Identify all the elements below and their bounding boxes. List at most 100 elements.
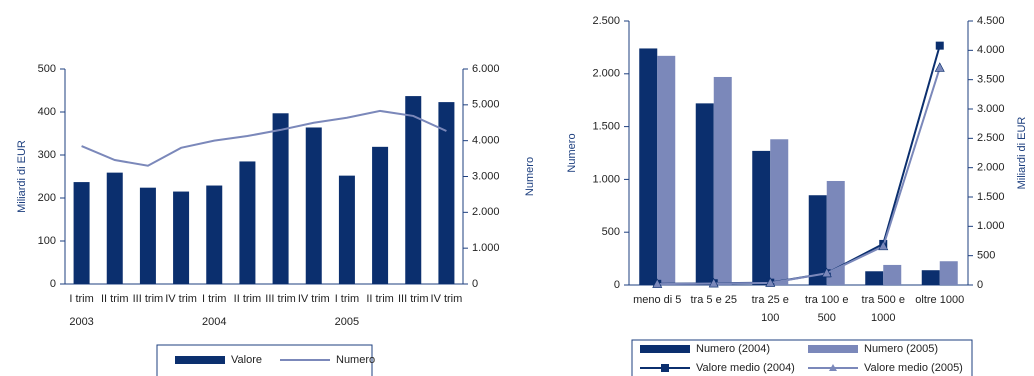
legend-label: Valore medio (2005) [864,362,963,374]
bar [657,55,676,286]
y-tick-label: 2.500 [592,15,620,27]
y2-axis-title: Miliardi di EUR [1016,117,1028,190]
y2-tick-label: 0 [472,278,478,290]
y-tick-label: 0 [614,279,620,291]
x-group-label: 2003 [69,316,93,328]
y2-tick-label: 0 [977,279,983,291]
bar [752,150,771,285]
y-tick-label: 0 [50,278,56,290]
y-axis-title: Numero [566,133,578,172]
y-tick-label: 500 [38,63,56,75]
bar [139,187,156,284]
y-tick-label: 100 [38,235,56,247]
x-tick-label: III trim [265,293,296,305]
bar [695,103,714,285]
y2-tick-label: 2.000 [977,162,1005,174]
marker [821,267,832,278]
bar [305,127,322,284]
bar [173,191,190,284]
y-tick-label: 300 [38,149,56,161]
x-tick-label-line: 100 [761,312,779,324]
y2-tick-label: 2.500 [977,132,1005,144]
bar [272,113,289,284]
bar [405,96,422,284]
y2-tick-label: 2.000 [472,206,500,218]
bar [939,261,958,285]
marker [934,62,945,72]
y2-tick-label: 3.500 [977,74,1005,86]
y2-tick-label: 3.000 [472,170,500,182]
y-tick-label: 500 [602,226,620,238]
legend-swatch [640,345,690,353]
bar [73,182,90,284]
x-tick-label: meno di 5 [633,294,681,306]
legend-label: Numero (2004) [696,343,770,355]
bar [770,139,789,285]
x-tick-label-line: tra 25 e [752,294,789,306]
y-tick-label: 400 [38,106,56,118]
y-tick-label: 1.000 [592,173,620,185]
bar [372,146,389,284]
x-tick-label-line: 1000 [871,312,895,324]
legend-swatch [175,356,225,364]
y2-tick-label: 4.000 [472,135,500,147]
x-tick-label: tra 5 e 25 [691,294,737,306]
bar [438,102,455,284]
bar [639,48,658,286]
x-tick-label-line: 500 [818,312,836,324]
bar [921,270,940,285]
bar [239,161,256,284]
y2-tick-label: 3.000 [977,103,1005,115]
x-tick-label: tra 500 e 1000 [862,294,905,324]
bar [826,180,845,285]
legend-label: Numero (2005) [864,343,938,355]
y-tick-label: 200 [38,192,56,204]
marker [708,277,719,288]
x-tick-label: I trim [335,293,359,305]
bar [808,195,827,285]
x-group-label: 2004 [202,316,226,328]
legend-swatch [808,345,858,353]
marker [652,278,663,288]
line [81,109,447,167]
x-tick-label-line: tra 500 e [862,294,905,306]
bar [713,76,732,285]
marker [878,240,889,251]
y2-tick-label: 1.000 [977,220,1005,232]
marker [935,41,944,50]
y2-tick-label: 500 [977,250,995,262]
legend-label: Valore [231,354,262,366]
y2-tick-label: 1.000 [472,242,500,254]
x-tick-label: III trim [133,293,164,305]
y2-tick-label: 1.500 [977,191,1005,203]
x-tick-label: IV trim [165,293,197,305]
x-group-label: 2005 [335,316,359,328]
legend-marker [661,364,669,372]
y-tick-label: 1.500 [592,121,620,133]
x-tick-label: IV trim [431,293,463,305]
x-tick-label: II trim [234,293,262,305]
y2-tick-label: 4.500 [977,15,1005,27]
legend-box [631,339,973,376]
x-tick-label: IV trim [298,293,330,305]
x-tick-label: tra 25 e 100 [752,294,789,324]
legend-label: Numero [336,354,375,366]
y-tick-label: 2.000 [592,68,620,80]
bar [865,271,884,285]
x-tick-label: I trim [202,293,226,305]
x-tick-label: II trim [366,293,394,305]
legend-marker [829,364,837,371]
x-tick-label-line: tra 100 e [805,294,848,306]
bar [206,185,223,284]
y2-tick-label: 6.000 [472,63,500,75]
y2-tick-label: 5.000 [472,99,500,111]
y2-tick-label: 4.000 [977,44,1005,56]
x-tick-label: tra 100 e 500 [805,294,848,324]
bar [338,175,355,284]
x-tick-label: II trim [101,293,129,305]
x-tick-label: oltre 1000 [915,294,964,306]
line [657,67,941,286]
y2-axis-title: Numero [524,157,536,196]
x-tick-label: III trim [398,293,429,305]
